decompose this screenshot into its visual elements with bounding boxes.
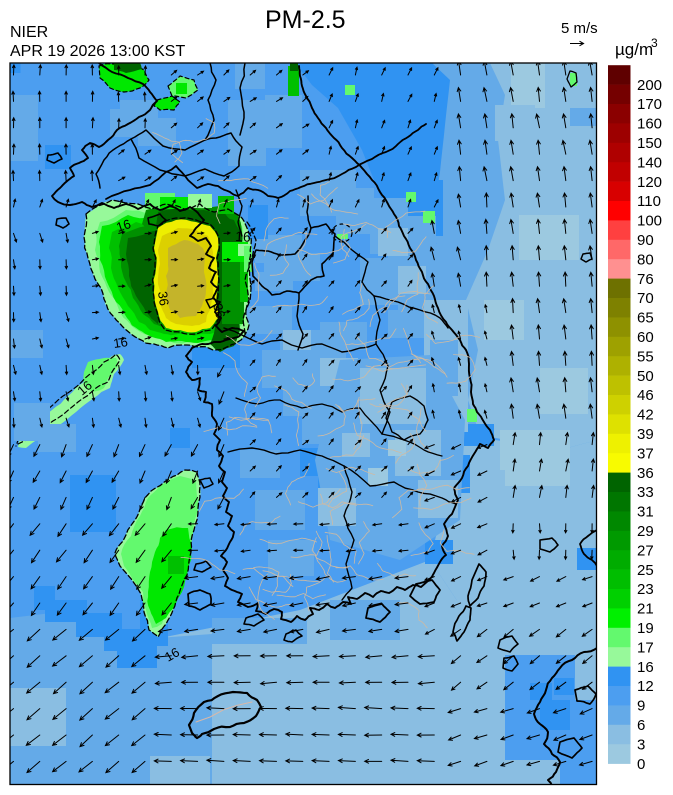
svg-text:16: 16	[114, 216, 132, 235]
svg-text:65: 65	[637, 310, 654, 327]
svg-text:170: 170	[637, 96, 662, 113]
svg-text:36: 36	[637, 465, 654, 482]
svg-text:NIER: NIER	[10, 24, 48, 41]
svg-text:46: 46	[637, 387, 654, 404]
svg-text:27: 27	[637, 542, 654, 559]
svg-text:APR 19 2026 13:00 KST: APR 19 2026 13:00 KST	[10, 43, 185, 60]
svg-text:9: 9	[637, 698, 645, 715]
svg-text:19: 19	[637, 620, 654, 637]
svg-text:110: 110	[637, 193, 661, 210]
svg-text:42: 42	[637, 407, 654, 424]
svg-text:µg/m: µg/m	[615, 40, 653, 59]
svg-text:120: 120	[637, 174, 662, 191]
svg-text:17: 17	[637, 639, 654, 656]
svg-text:PM-2.5: PM-2.5	[265, 6, 346, 34]
svg-text:0: 0	[637, 756, 645, 773]
svg-text:39: 39	[637, 426, 654, 443]
svg-text:16: 16	[637, 659, 654, 676]
svg-text:16: 16	[112, 334, 128, 351]
svg-text:3: 3	[651, 36, 658, 50]
svg-text:50: 50	[637, 368, 654, 385]
svg-text:29: 29	[637, 523, 654, 540]
svg-text:3: 3	[637, 736, 645, 753]
svg-text:6: 6	[637, 717, 645, 734]
svg-text:90: 90	[637, 232, 654, 249]
svg-text:12: 12	[637, 678, 654, 695]
svg-text:16: 16	[162, 644, 182, 664]
svg-text:31: 31	[637, 504, 654, 521]
svg-text:80: 80	[637, 251, 654, 268]
svg-text:60: 60	[637, 329, 654, 346]
svg-text:76: 76	[637, 271, 654, 288]
svg-text:140: 140	[637, 154, 662, 171]
svg-text:33: 33	[637, 484, 654, 501]
svg-text:36: 36	[155, 290, 172, 306]
svg-text:100: 100	[637, 213, 662, 230]
svg-text:150: 150	[637, 135, 662, 152]
svg-text:16: 16	[235, 228, 252, 245]
svg-text:36: 36	[210, 302, 228, 320]
svg-text:21: 21	[637, 601, 654, 618]
svg-text:5 m/s: 5 m/s	[561, 20, 598, 37]
svg-text:37: 37	[637, 445, 654, 462]
svg-text:55: 55	[637, 348, 654, 365]
svg-text:160: 160	[637, 116, 662, 133]
svg-text:200: 200	[637, 77, 662, 94]
svg-text:23: 23	[637, 581, 654, 598]
svg-text:70: 70	[637, 290, 654, 307]
svg-text:25: 25	[637, 562, 654, 579]
